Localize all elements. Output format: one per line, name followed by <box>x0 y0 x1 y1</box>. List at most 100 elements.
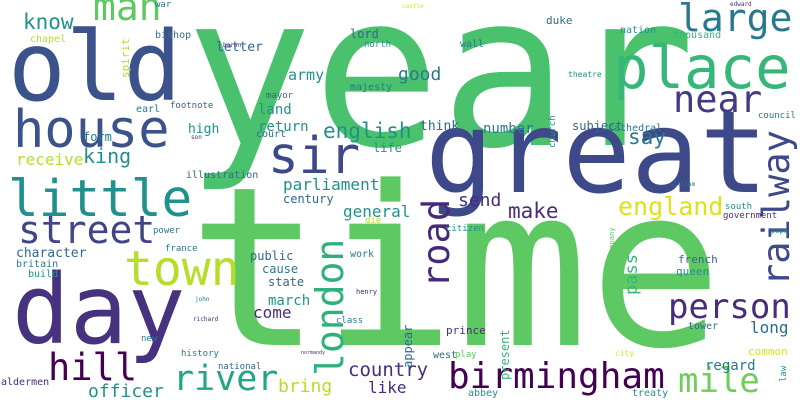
word: common <box>748 345 788 358</box>
word: great <box>425 86 768 219</box>
word: state <box>268 275 304 289</box>
word: birmingham <box>448 356 665 397</box>
word: normandy <box>301 350 325 356</box>
word: think <box>420 119 459 134</box>
word: die <box>365 216 381 226</box>
word: public <box>250 249 293 263</box>
word: regard <box>705 358 756 374</box>
word: mile <box>678 361 760 400</box>
word: parliament <box>283 175 379 194</box>
word: come <box>253 303 292 322</box>
word: make <box>508 199 559 223</box>
word: treaty <box>632 388 668 399</box>
word: bishop <box>155 30 191 41</box>
word: present <box>498 329 512 380</box>
word: long <box>750 318 789 337</box>
word: south <box>725 202 752 212</box>
word: company <box>608 227 616 257</box>
word: duke <box>546 14 573 27</box>
word: thousand <box>673 30 721 41</box>
word: bring <box>278 376 332 397</box>
word: time <box>188 140 723 398</box>
word: church <box>548 115 558 148</box>
word: edward <box>730 1 752 8</box>
word: place <box>613 33 791 102</box>
word: power <box>153 226 181 236</box>
word: build <box>28 269 58 280</box>
word: day <box>12 254 185 366</box>
word: baron <box>223 42 241 49</box>
word: class <box>336 316 363 326</box>
word: mayor <box>266 91 294 101</box>
word: play <box>455 350 477 360</box>
word: tower <box>688 321 718 332</box>
word: france <box>165 244 198 254</box>
word: new <box>141 334 158 344</box>
word: britain <box>16 259 58 270</box>
word: spirit <box>119 38 132 78</box>
word: earl <box>136 104 160 115</box>
word: person <box>668 287 791 327</box>
word: william <box>670 181 696 188</box>
word: building <box>472 257 482 300</box>
word: citizen <box>446 224 484 234</box>
word: return <box>258 119 309 135</box>
word: law <box>779 365 789 382</box>
word: officer <box>88 381 164 400</box>
word: wall <box>460 39 484 50</box>
word: national <box>218 362 261 372</box>
word: form <box>83 130 112 144</box>
word: letter <box>216 40 263 55</box>
word: street <box>18 208 155 252</box>
word: cathedral <box>608 123 662 134</box>
word: council <box>758 111 796 121</box>
word: pass <box>622 254 642 295</box>
word: like <box>368 378 407 397</box>
word: work <box>350 249 374 260</box>
word: near <box>673 78 762 121</box>
word: receive <box>16 150 83 169</box>
word: history <box>181 349 220 359</box>
word: court <box>256 129 286 140</box>
word: chapel <box>30 34 66 45</box>
word: year <box>185 0 696 195</box>
word: city <box>615 349 634 358</box>
word: west <box>433 350 457 361</box>
word: know <box>23 10 74 34</box>
word: hill <box>48 346 137 389</box>
word: town <box>124 241 240 297</box>
word: large <box>678 0 792 40</box>
word: nation <box>620 25 656 36</box>
word: old <box>8 11 181 123</box>
word: send <box>458 190 501 211</box>
word: prince <box>446 324 486 337</box>
word: english <box>323 119 412 143</box>
word: little <box>8 170 192 229</box>
word: country <box>348 359 428 381</box>
word: cause <box>262 262 298 276</box>
word: king <box>83 144 131 168</box>
word: government <box>723 211 777 221</box>
word: queen <box>676 265 709 278</box>
word: england <box>618 192 723 221</box>
word: illustration <box>186 170 258 181</box>
word: march <box>268 293 310 309</box>
word: majesty <box>350 82 392 93</box>
word: john <box>195 296 210 303</box>
word: castle <box>402 3 424 10</box>
word: abbey <box>468 388 498 399</box>
word: railway <box>755 130 798 286</box>
word: north <box>364 40 391 50</box>
word: appear <box>401 325 415 368</box>
word: theatre <box>568 70 602 79</box>
word: land <box>258 102 292 118</box>
word: son <box>191 134 202 141</box>
word: war <box>155 0 172 10</box>
word: french <box>678 253 718 266</box>
word: lord <box>350 27 379 41</box>
word: footnote <box>170 101 213 111</box>
word: man <box>93 0 162 29</box>
word: road <box>415 199 458 288</box>
